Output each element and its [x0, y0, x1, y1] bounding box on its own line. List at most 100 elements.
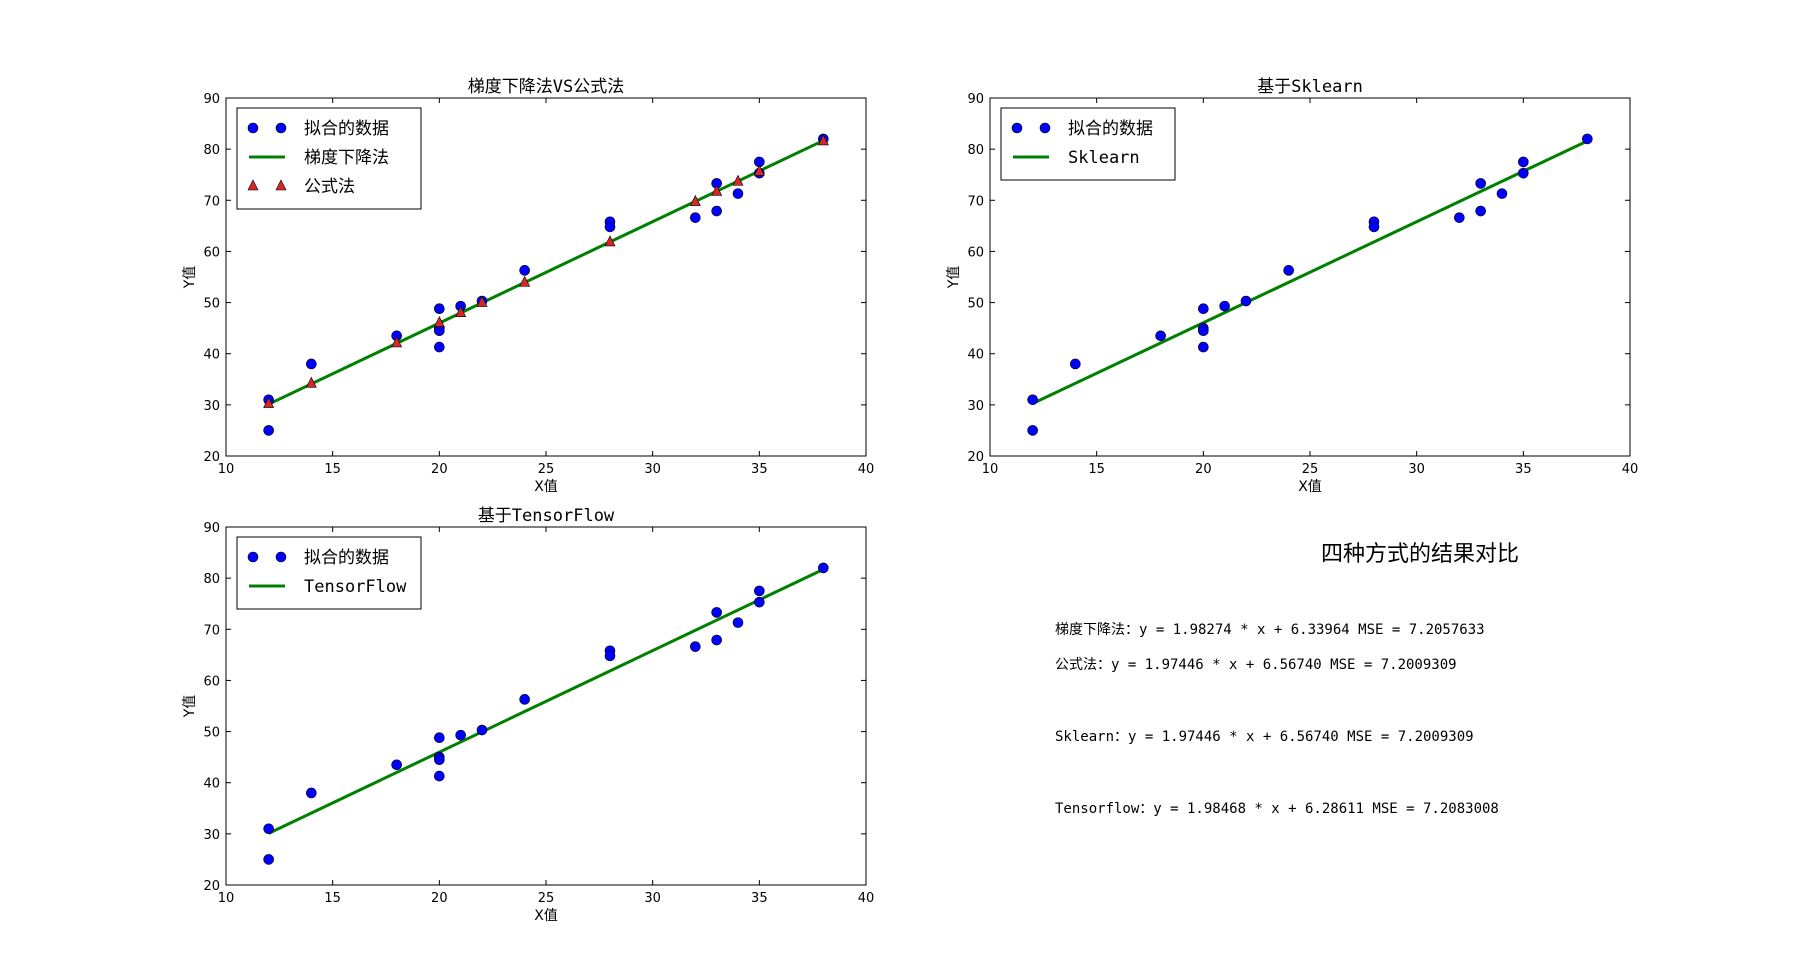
data-point — [1198, 325, 1209, 337]
data-point — [1219, 300, 1230, 312]
y-tick-label: 80 — [203, 143, 220, 158]
y-tick-label: 50 — [203, 297, 220, 312]
data-point — [263, 823, 274, 835]
data-point — [732, 188, 744, 199]
x-tick-label: 10 — [218, 462, 235, 477]
x-tick-label: 20 — [1195, 462, 1212, 477]
x-tick-label: 25 — [1302, 462, 1319, 477]
y-tick-label: 50 — [967, 297, 984, 312]
data-point — [434, 325, 445, 337]
x-tick-label: 40 — [858, 462, 875, 477]
summary-line-gradient: 梯度下降法：y = 1.98274 * x + 6.33964 MSE = 7.… — [1055, 622, 1485, 638]
formula-point — [689, 194, 701, 206]
data-point — [1475, 178, 1486, 189]
x-tick-label: 35 — [751, 891, 768, 906]
data-point — [391, 759, 402, 771]
data-point — [754, 585, 765, 597]
x-tick-label: 15 — [324, 891, 341, 906]
data-point — [1582, 133, 1593, 145]
data-point — [434, 303, 445, 315]
data-point — [818, 562, 829, 574]
formula-point — [732, 174, 744, 186]
data-point — [434, 341, 445, 353]
y-tick-label: 20 — [203, 879, 220, 894]
chart-tensorflow: 10 15 20 25 30 35 40 20 30 40 50 60 70 80 90 基于TensorFl… — [182, 506, 874, 924]
data-point — [1198, 303, 1209, 315]
x-axis-label: X值 — [1298, 479, 1322, 495]
y-tick-label: 60 — [203, 245, 220, 260]
legend-marker-triangle — [247, 179, 259, 191]
x-tick-label: 10 — [218, 891, 235, 906]
data-point — [1518, 167, 1529, 179]
x-tick-label: 20 — [431, 462, 448, 477]
x-tick-label: 15 — [324, 462, 341, 477]
x-tick-label: 25 — [538, 891, 555, 906]
x-tick-label: 30 — [644, 462, 661, 477]
chart-gradient-vs-formula: 10 15 20 25 30 35 40 20 30 40 50 60 70 80 90 梯度下降法VS公式法… — [182, 77, 874, 495]
chart-title: 基于Sklearn — [1257, 77, 1363, 97]
legend-marker-circle — [247, 122, 259, 134]
legend-marker-circle — [275, 551, 287, 563]
y-tick-label: 80 — [967, 143, 984, 158]
data-point — [434, 754, 445, 766]
x-tick-label: 40 — [858, 891, 875, 906]
chart-title: 梯度下降法VS公式法 — [468, 77, 624, 97]
data-point — [1070, 358, 1081, 370]
x-tick-label: 25 — [538, 462, 555, 477]
legend-label: Sklearn — [1068, 148, 1140, 168]
data-point — [711, 634, 722, 646]
formula-point — [753, 164, 765, 176]
data-point — [263, 854, 274, 865]
data-point — [476, 724, 488, 736]
summary-line-sklearn: Sklearn：y = 1.97446 * x + 6.56740 MSE = … — [1055, 729, 1474, 745]
y-tick-label: 70 — [967, 194, 984, 209]
y-tick-label: 70 — [203, 623, 220, 638]
data-point — [711, 205, 722, 217]
data-point — [604, 221, 616, 233]
formula-point — [433, 316, 445, 328]
data-point — [455, 729, 466, 741]
formula-point — [455, 305, 467, 317]
data-point — [1027, 394, 1038, 406]
formula-point — [391, 336, 403, 348]
x-tick-label: 10 — [982, 462, 999, 477]
x-axis-label: X值 — [534, 479, 558, 495]
y-tick-label: 40 — [203, 777, 220, 792]
data-point — [1240, 295, 1252, 307]
x-tick-label: 20 — [431, 891, 448, 906]
data-point — [1368, 221, 1380, 233]
legend-marker-circle — [275, 122, 287, 134]
fit-line — [268, 568, 824, 835]
formula-point — [305, 376, 317, 388]
data-point — [434, 770, 445, 782]
x-tick-label: 30 — [644, 891, 661, 906]
data-point — [1454, 212, 1465, 223]
formula-point — [817, 134, 829, 146]
summary-line-tensorflow: Tensorflow：y = 1.98468 * x + 6.28611 MSE… — [1055, 801, 1499, 817]
legend-label: 梯度下降法 — [304, 148, 389, 168]
data-point — [711, 607, 722, 618]
data-point — [519, 265, 530, 276]
legend-label: 拟合的数据 — [304, 119, 389, 139]
chart-title: 基于TensorFlow — [478, 506, 615, 526]
legend-label: TensorFlow — [304, 577, 407, 597]
fit-line — [1032, 139, 1588, 405]
y-tick-label: 20 — [203, 450, 220, 465]
data-point — [306, 787, 317, 799]
y-tick-label: 50 — [203, 726, 220, 741]
legend-marker-circle — [1039, 122, 1051, 134]
y-tick-label: 70 — [203, 194, 220, 209]
data-point — [1283, 265, 1294, 276]
data-point — [1518, 156, 1529, 168]
y-tick-label: 80 — [203, 572, 220, 587]
y-axis-label: Y值 — [182, 695, 198, 719]
y-tick-label: 40 — [967, 348, 984, 363]
data-point — [732, 617, 744, 628]
y-tick-label: 20 — [967, 450, 984, 465]
data-point — [263, 425, 274, 436]
legend: 拟合的数据 TensorFlow — [236, 536, 422, 610]
data-point — [1475, 205, 1486, 217]
data-point — [1198, 341, 1209, 353]
